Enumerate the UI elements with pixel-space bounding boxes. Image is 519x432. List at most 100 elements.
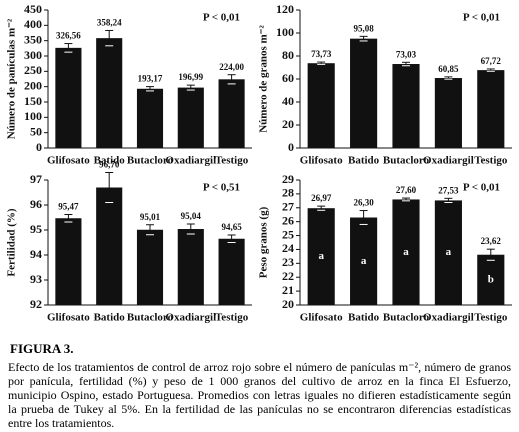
x-tick-label: Batido <box>94 155 126 167</box>
bar <box>350 217 378 305</box>
value-label: 60,85 <box>438 64 459 74</box>
x-tick-label: Butacloro <box>127 312 174 324</box>
bar <box>96 187 123 305</box>
bar <box>477 254 505 305</box>
y-tick-label: 28 <box>282 186 294 200</box>
value-label: 95,08 <box>353 23 374 33</box>
y-tick-label: 23 <box>282 255 294 269</box>
y-tick-label: 450 <box>24 2 42 16</box>
y-axis-label: Fertilidad (%) <box>6 208 18 276</box>
value-label: 23,62 <box>481 236 502 246</box>
value-label: 326,56 <box>56 31 81 41</box>
y-tick-label: 100 <box>276 25 294 39</box>
x-tick-label: Butacloro <box>383 155 430 167</box>
x-tick-label: Butacloro <box>383 312 430 324</box>
value-label: 95,47 <box>58 202 79 212</box>
value-label: 27,60 <box>396 185 417 195</box>
y-tick-label: 350 <box>24 32 42 46</box>
y-tick-label: 0 <box>36 140 42 154</box>
y-tick-label: 27 <box>282 200 294 214</box>
value-label: 26,30 <box>353 198 374 208</box>
y-axis-label: Número de granos m⁻² <box>258 25 270 133</box>
y-tick-label: 25 <box>282 227 294 241</box>
x-tick-label: Batido <box>348 312 380 324</box>
y-axis-label: Peso granos (g) <box>258 206 270 278</box>
x-tick-label: Testigo <box>215 312 249 324</box>
y-tick-label: 95 <box>30 222 42 236</box>
value-label: 193,17 <box>138 74 163 84</box>
bar <box>55 47 82 148</box>
bar <box>434 78 462 148</box>
y-tick-label: 21 <box>282 283 294 297</box>
y-tick-label: 26 <box>282 213 294 227</box>
annotation: P < 0,01 <box>203 12 240 24</box>
bar <box>96 38 123 148</box>
x-tick-label: Oxadiargil <box>423 155 474 167</box>
value-label: 67,72 <box>481 56 502 66</box>
annotation: P < 0,01 <box>463 12 500 24</box>
bar <box>477 70 505 148</box>
x-tick-label: Batido <box>348 155 380 167</box>
value-label: 358,24 <box>97 18 122 28</box>
y-tick-label: 94 <box>30 247 42 261</box>
y-tick-label: 150 <box>24 94 42 108</box>
y-tick-label: 200 <box>24 78 42 92</box>
value-label: 27,53 <box>438 185 459 195</box>
y-tick-label: 96 <box>30 197 42 211</box>
value-label: 94,65 <box>221 222 242 232</box>
y-tick-label: 29 <box>282 172 294 186</box>
bar <box>434 200 462 305</box>
y-tick-label: 20 <box>282 117 294 131</box>
significance-letter: b <box>488 273 494 285</box>
y-tick-label: 120 <box>276 2 294 16</box>
value-label: 95,04 <box>181 211 202 221</box>
y-tick-label: 0 <box>288 140 294 154</box>
x-tick-label: Glifosato <box>300 312 343 324</box>
value-label: 26,97 <box>311 193 332 203</box>
value-label: 73,03 <box>396 49 417 59</box>
x-tick-label: Oxadiargil <box>165 312 216 324</box>
x-tick-label: Testigo <box>215 155 249 167</box>
bar <box>307 208 335 305</box>
bar <box>307 63 335 149</box>
caption: Efecto de los tratamientos de control de… <box>8 360 511 430</box>
annotation: P < 0,51 <box>203 182 240 194</box>
bar <box>218 79 245 148</box>
y-tick-label: 300 <box>24 48 42 62</box>
value-label: 95,01 <box>140 212 161 222</box>
y-tick-label: 100 <box>24 109 42 123</box>
value-label: 96,70 <box>99 160 120 170</box>
y-tick-label: 20 <box>282 297 294 311</box>
y-tick-label: 60 <box>282 71 294 85</box>
significance-letter: a <box>361 255 367 267</box>
bar <box>350 38 378 148</box>
x-tick-label: Glifosato <box>47 312 90 324</box>
y-tick-label: 97 <box>30 172 42 186</box>
y-tick-label: 400 <box>24 17 42 31</box>
significance-letter: a <box>318 250 324 262</box>
bar <box>218 238 245 305</box>
value-label: 196,99 <box>178 72 203 82</box>
bar <box>392 64 420 148</box>
y-tick-label: 40 <box>282 94 294 108</box>
figure-label: FIGURA 3. <box>10 341 74 356</box>
y-tick-label: 80 <box>282 48 294 62</box>
x-tick-label: Batido <box>94 312 126 324</box>
value-label: 73,73 <box>311 49 332 59</box>
x-tick-label: Glifosato <box>47 155 90 167</box>
y-axis-label: Número de panículas m⁻² <box>6 18 18 139</box>
y-tick-label: 250 <box>24 63 42 77</box>
y-tick-label: 22 <box>282 269 294 283</box>
annotation: P < 0,01 <box>463 182 500 194</box>
x-tick-label: Testigo <box>474 312 508 324</box>
significance-letter: a <box>446 246 452 258</box>
bar <box>55 218 82 305</box>
significance-letter: a <box>403 246 409 258</box>
value-label: 224,00 <box>219 62 244 72</box>
y-tick-label: 92 <box>30 297 42 311</box>
bar <box>177 229 204 305</box>
x-tick-label: Glifosato <box>300 155 343 167</box>
y-tick-label: 24 <box>282 241 294 255</box>
